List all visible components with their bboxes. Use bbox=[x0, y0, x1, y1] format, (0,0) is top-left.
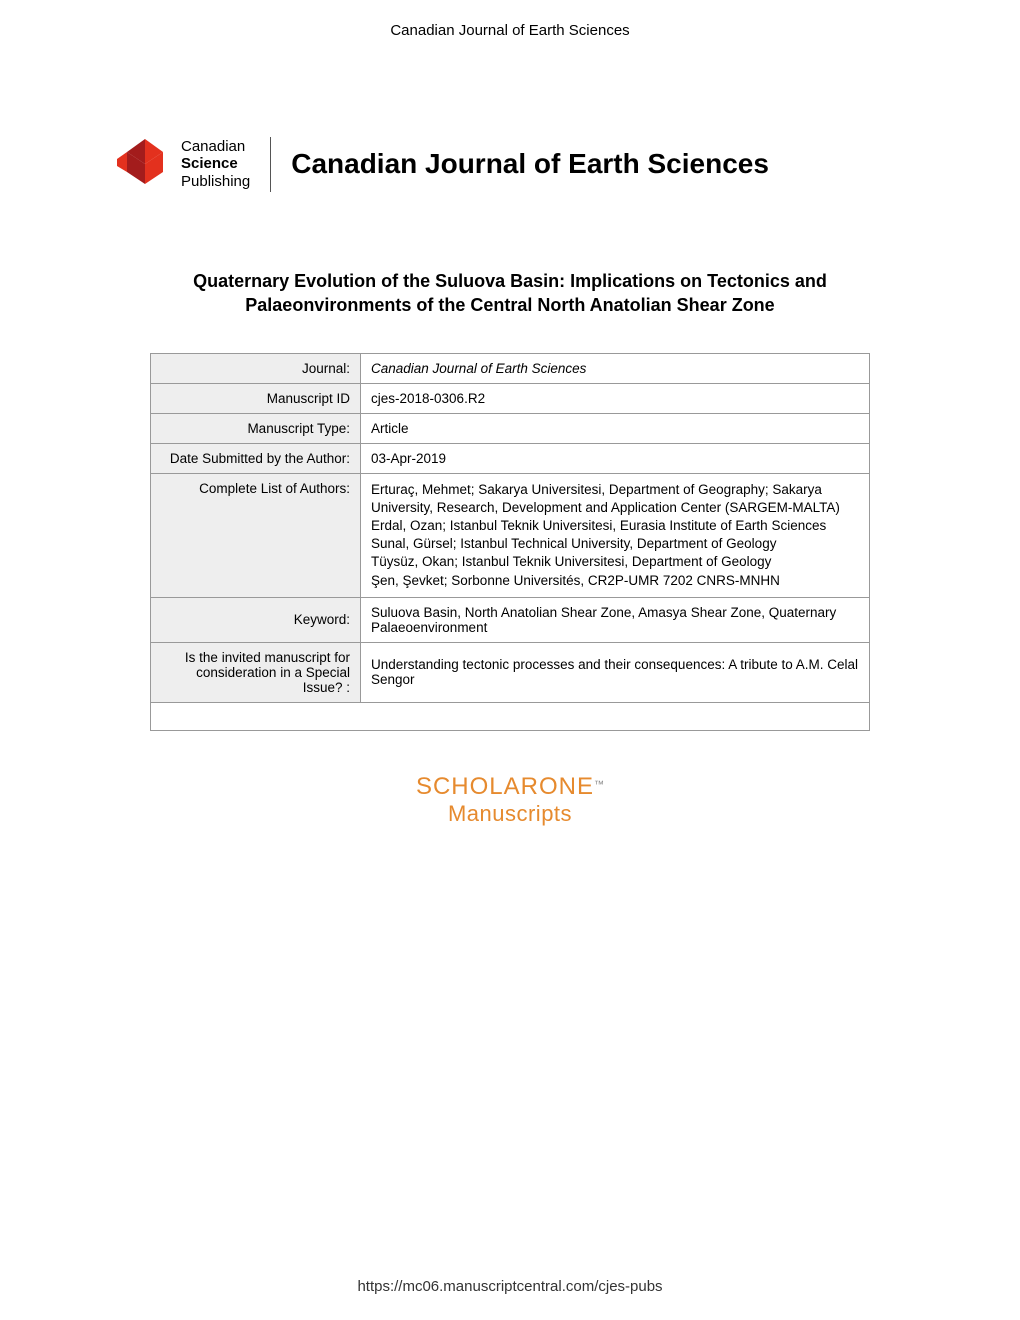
keyword-value: Suluova Basin, North Anatolian Shear Zon… bbox=[361, 597, 870, 642]
table-row: Is the invited manuscript for considerat… bbox=[151, 642, 870, 702]
table-row: Journal: Canadian Journal of Earth Scien… bbox=[151, 353, 870, 383]
journal-value: Canadian Journal of Earth Sciences bbox=[361, 353, 870, 383]
scholarone-tm: ™ bbox=[594, 780, 604, 791]
publisher-logo-icon bbox=[115, 134, 175, 194]
scholarone-logo: SCHOLARONE™ Manuscripts bbox=[0, 773, 1020, 827]
metadata-table: Journal: Canadian Journal of Earth Scien… bbox=[150, 353, 870, 731]
author-entry: Erdal, Ozan; Istanbul Teknik Universites… bbox=[371, 517, 859, 535]
special-issue-value: Understanding tectonic processes and the… bbox=[361, 642, 870, 702]
table-empty-row bbox=[151, 702, 870, 730]
logo-divider bbox=[270, 137, 271, 192]
page-header-label: Canadian Journal of Earth Sciences bbox=[0, 0, 1020, 39]
table-row: Manuscript ID cjes-2018-0306.R2 bbox=[151, 383, 870, 413]
special-issue-label: Is the invited manuscript for considerat… bbox=[151, 642, 361, 702]
author-entry: Şen, Şevket; Sorbonne Universités, CR2P-… bbox=[371, 572, 859, 590]
author-entry: Tüysüz, Okan; Istanbul Teknik Universite… bbox=[371, 553, 859, 571]
logo-line-3: Publishing bbox=[181, 173, 250, 190]
logo-banner: Canadian Science Publishing Canadian Jou… bbox=[115, 134, 1020, 194]
date-submitted-label: Date Submitted by the Author: bbox=[151, 443, 361, 473]
journal-label: Journal: bbox=[151, 353, 361, 383]
authors-value: Erturaç, Mehmet; Sakarya Universitesi, D… bbox=[361, 473, 870, 597]
table-row: Complete List of Authors: Erturaç, Mehme… bbox=[151, 473, 870, 597]
date-submitted-value: 03-Apr-2019 bbox=[361, 443, 870, 473]
scholarone-main-text: SCHOLARONE bbox=[416, 773, 594, 800]
manuscript-id-value: cjes-2018-0306.R2 bbox=[361, 383, 870, 413]
manuscript-type-label: Manuscript Type: bbox=[151, 413, 361, 443]
journal-banner-title: Canadian Journal of Earth Sciences bbox=[291, 148, 769, 180]
logo-line-1: Canadian bbox=[181, 138, 250, 155]
publisher-logo-text: Canadian Science Publishing bbox=[181, 138, 250, 190]
author-entry: Erturaç, Mehmet; Sakarya Universitesi, D… bbox=[371, 481, 859, 517]
manuscript-type-value: Article bbox=[361, 413, 870, 443]
authors-label: Complete List of Authors: bbox=[151, 473, 361, 597]
footer-url: https://mc06.manuscriptcentral.com/cjes-… bbox=[0, 1278, 1020, 1295]
keyword-label: Keyword: bbox=[151, 597, 361, 642]
author-entry: Sunal, Gürsel; Istanbul Technical Univer… bbox=[371, 535, 859, 553]
table-row: Date Submitted by the Author: 03-Apr-201… bbox=[151, 443, 870, 473]
manuscript-id-label: Manuscript ID bbox=[151, 383, 361, 413]
scholarone-sub-text: Manuscripts bbox=[0, 801, 1020, 827]
table-row: Keyword: Suluova Basin, North Anatolian … bbox=[151, 597, 870, 642]
paper-title: Quaternary Evolution of the Suluova Basi… bbox=[160, 269, 860, 318]
logo-line-2: Science bbox=[181, 155, 250, 172]
table-row: Manuscript Type: Article bbox=[151, 413, 870, 443]
